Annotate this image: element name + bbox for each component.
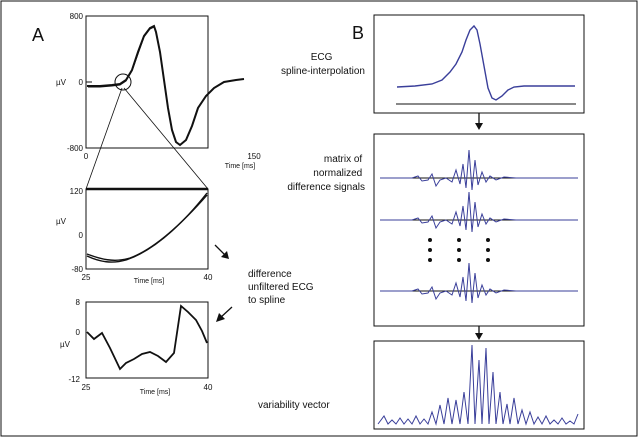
ecg-spline-curve	[396, 24, 575, 101]
mid-plot-frame	[85, 188, 209, 270]
matrix-row-2-signal	[380, 191, 578, 233]
difference-matrix-box	[373, 133, 585, 327]
top-plot-frame	[85, 15, 209, 149]
bottom-x-label: Time [ms]	[140, 389, 171, 396]
b-arrow-2-head	[475, 333, 483, 340]
bottom-y-unit: µV	[60, 340, 71, 349]
matrix-label-line-1: matrix of	[324, 154, 363, 165]
bottom-ytick-zero: 0	[76, 328, 81, 337]
top-y-unit: µV	[56, 78, 67, 87]
top-ytick-zero: 0	[79, 78, 84, 87]
top-x-label: Time [ms]	[225, 163, 256, 170]
bottom-ytick-min: -12	[68, 375, 80, 384]
mid-xtick-min: 25	[82, 273, 91, 282]
matrix-label-line-3: difference signals	[287, 182, 365, 193]
top-ytick-min: -800	[67, 144, 84, 153]
bottom-difference-signal	[86, 304, 208, 371]
variability-frame	[373, 340, 585, 430]
difference-label: difference unfiltered ECG to spline	[248, 269, 316, 306]
top-xtick-max: 150	[247, 152, 261, 161]
variability-label: variability vector	[258, 400, 330, 411]
top-ecg-waveform	[87, 24, 245, 147]
matrix-label-line-2: normalized	[313, 168, 362, 179]
matrix-ellipsis-dots	[428, 238, 490, 262]
ecg-label-line-1: ECG	[311, 52, 333, 63]
variability-box	[373, 340, 585, 430]
ecg-spline-box	[373, 14, 585, 114]
zoom-line-left	[85, 87, 123, 190]
ecg-label: ECG spline-interpolation	[281, 52, 365, 77]
zoom-circle	[114, 73, 132, 91]
bottom-xtick-max: 40	[204, 383, 213, 392]
panel-a-top-plot: 800 µV 0 -800 0 150 Time [ms]	[56, 12, 261, 190]
mid-ytick-zero: 0	[79, 231, 84, 240]
difference-label-line-1: difference	[248, 269, 292, 280]
panel-a-letter: A	[32, 25, 44, 45]
matrix-row-1-signal	[380, 149, 578, 191]
panel-b-letter: B	[352, 23, 364, 43]
panel-a-mid-plot: 120 µV 0 -80 25 40 Time [ms]	[56, 187, 213, 285]
mid-spline-curve	[86, 194, 208, 261]
mid-xtick-max: 40	[204, 273, 213, 282]
panel-a-bottom-plot: 8 0 µV -12 25 40 Time [ms]	[60, 298, 213, 396]
bottom-xtick-min: 25	[82, 383, 91, 392]
zoom-line-right	[123, 87, 209, 190]
ecg-label-line-2: spline-interpolation	[281, 66, 365, 77]
difference-label-line-3: to spline	[248, 295, 286, 306]
top-xtick-min: 0	[84, 152, 89, 161]
matrix-row-n-signal	[380, 262, 578, 304]
mid-ytick-min: -80	[71, 265, 83, 274]
mid-x-label: Time [ms]	[134, 278, 165, 285]
top-ytick-max: 800	[70, 12, 84, 21]
panel-a-arrows	[214, 244, 233, 322]
difference-matrix-frame	[373, 133, 585, 327]
variability-vector-signal	[377, 344, 579, 426]
b-arrow-1-head	[475, 123, 483, 130]
bottom-ytick-max: 8	[76, 298, 81, 307]
ecg-spline-frame	[373, 14, 585, 114]
arrow-left-head	[216, 313, 225, 322]
matrix-label: matrix of normalized difference signals	[287, 154, 365, 193]
arrow-down-head	[221, 251, 229, 259]
difference-label-line-2: unfiltered ECG	[248, 282, 314, 293]
mid-y-unit: µV	[56, 217, 67, 226]
mid-ytick-max: 120	[70, 187, 84, 196]
